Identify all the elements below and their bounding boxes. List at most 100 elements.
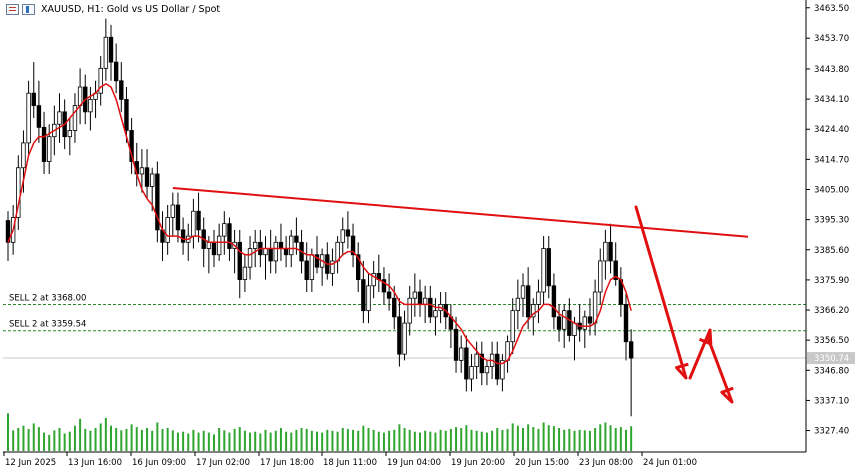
candle: [273, 236, 278, 274]
candle: [582, 310, 587, 348]
candle-body: [366, 285, 371, 312]
candle: [16, 155, 21, 230]
price-tick-label: 3405.00: [814, 185, 849, 195]
candle: [546, 236, 551, 299]
candle-body: [515, 297, 521, 312]
candle-body: [531, 304, 536, 318]
candle: [170, 192, 175, 237]
time-tick-label: 18 Jun 11:00: [323, 458, 377, 468]
candle-body: [422, 297, 428, 305]
candle-body: [546, 248, 551, 287]
candle: [304, 242, 309, 293]
candle: [510, 298, 515, 355]
projection-arrow-down-head: [675, 362, 689, 380]
candle: [371, 260, 376, 299]
candle: [144, 149, 150, 199]
candle-body: [124, 99, 129, 131]
time-axis[interactable]: 12 Jun 2025 13 Jun 16:00 16 Jun 09:00 17 Ju…: [3, 452, 697, 468]
candle-body: [222, 223, 227, 237]
candle-body: [216, 235, 222, 256]
candle: [603, 229, 608, 280]
candle: [397, 298, 402, 367]
candle: [222, 211, 227, 255]
time-tick-label: 19 Jun 20:00: [451, 458, 505, 468]
candle-body: [541, 248, 546, 293]
candle-body: [603, 241, 608, 262]
candle-body: [227, 223, 232, 249]
chart-type-icon[interactable]: [22, 3, 35, 15]
candle-body: [5, 220, 11, 243]
candle: [608, 223, 613, 274]
candle-body: [268, 248, 273, 262]
candle-body: [155, 173, 160, 231]
candle: [484, 360, 490, 386]
candle: [227, 217, 232, 261]
price-tick-label: 3337.10: [814, 396, 849, 406]
candle-body: [474, 353, 479, 367]
candle-body: [309, 254, 315, 280]
candle: [536, 279, 541, 324]
candle-body: [330, 260, 335, 274]
candle-body: [381, 279, 387, 293]
candle: [531, 298, 536, 336]
candle: [98, 55, 103, 106]
candle-body: [26, 92, 31, 144]
candle: [412, 273, 418, 317]
candle-body: [433, 310, 438, 318]
candle-body: [525, 285, 531, 318]
candle: [330, 248, 335, 286]
time-tick-label: 17 Jun 18:00: [260, 458, 314, 468]
chart-header: XAUUSD, H1: Gold vs US Dollar / Spot: [0, 0, 220, 18]
time-tick-label: 24 Jun 01:00: [643, 458, 697, 468]
candle: [386, 273, 392, 311]
candle-body: [41, 126, 47, 162]
price-tick-label: 3375.90: [814, 276, 849, 286]
candle: [628, 329, 634, 417]
moving-average-line: [7, 83, 632, 365]
candle-body: [47, 136, 52, 162]
candlestick-series: [5, 18, 634, 417]
candle-body: [149, 173, 155, 187]
candle: [31, 62, 36, 119]
candle-body: [175, 204, 181, 231]
chart-list-icon[interactable]: [6, 3, 19, 15]
candle: [402, 310, 407, 361]
candle-body: [165, 217, 170, 243]
candle-body: [355, 254, 361, 280]
candle: [5, 211, 11, 261]
candle-body: [206, 241, 212, 249]
candle-body: [340, 229, 345, 243]
candle: [155, 161, 160, 243]
candle: [479, 341, 484, 386]
candle-body: [464, 347, 469, 380]
candle: [247, 236, 253, 280]
candle-body: [273, 241, 278, 262]
candle-body: [345, 229, 351, 237]
candle-body: [572, 322, 577, 336]
candle: [469, 354, 474, 392]
price-tick-label: 3463.50: [814, 4, 849, 14]
candle: [139, 149, 145, 193]
candle-body: [500, 359, 505, 380]
candle: [453, 316, 459, 373]
price-tick-label: 3385.60: [814, 246, 849, 256]
candle-body: [350, 235, 356, 256]
candle: [361, 260, 366, 324]
candle-body: [211, 241, 217, 256]
candle: [113, 43, 119, 94]
price-tick-label: 3327.40: [814, 427, 849, 437]
candle-body: [77, 86, 83, 107]
candle-body: [567, 310, 572, 336]
candle-body: [453, 328, 459, 361]
candle: [587, 298, 593, 336]
candle-body: [144, 167, 150, 187]
price-tick-label: 3424.40: [814, 125, 849, 135]
projection-arrow-down-shaft: [634, 205, 688, 380]
candle: [57, 93, 62, 143]
candle-body: [495, 353, 500, 380]
price-tick-label: 3453.70: [814, 34, 849, 44]
price-axis[interactable]: 3463.50 3453.70 3443.80 3434.10 3424.40 3414.…: [3, 0, 855, 453]
trendline[interactable]: [172, 186, 749, 238]
candle-body: [562, 310, 567, 330]
